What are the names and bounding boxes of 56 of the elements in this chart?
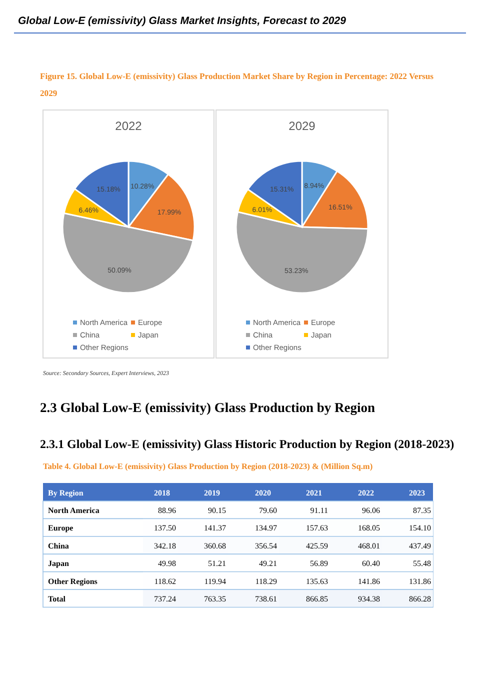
x-tick-label: 2019 <box>204 488 220 498</box>
x-tick-label: 2023 <box>409 488 425 498</box>
data-label: 135.63 <box>306 576 328 586</box>
y-tick-label: Other Regions <box>48 576 98 586</box>
y-tick-label: Japan <box>48 559 70 568</box>
data-label: 91.11 <box>310 506 328 515</box>
x-tick-label: 2022 <box>358 488 374 498</box>
data-label: 87.35 <box>413 506 431 515</box>
text: Global Low-E (emissivity) Glass Market Insights, Forecast to 2029 <box>18 15 346 27</box>
data-label: 141.86 <box>358 576 380 586</box>
x-tick-label: 2021 <box>306 488 322 498</box>
y-axis-title: By Region <box>48 488 84 498</box>
data-label: 55.48 <box>413 559 431 568</box>
chart-title: Table 4. Global Low-E (emissivity) Glass Production by Region (2018-2023) & (Million Sq.m) <box>43 462 373 471</box>
data-label: 425.59 <box>306 541 328 550</box>
data-label: 79.60 <box>259 506 277 515</box>
data-label: 96.06 <box>362 506 380 515</box>
caption: Figure 15. Global Low-E (emissivity) Glass Production Market Share by Region in Percentage: 2022 Versus 2029 <box>40 71 434 98</box>
chart-title: 2022 <box>115 119 142 133</box>
y-tick-label: Europe <box>48 524 74 533</box>
data-label: 356.54 <box>255 541 277 550</box>
data-label: 90.15 <box>208 506 226 515</box>
data-label: 360.68 <box>204 541 226 550</box>
data-label: 468.01 <box>358 541 380 550</box>
data-label: 168.05 <box>358 524 380 533</box>
data-label: 141.37 <box>204 524 226 533</box>
text: 2.3 Global Low-E (emissivity) Glass Production by Region <box>40 400 376 415</box>
data-label: 157.63 <box>306 524 328 533</box>
data-label: 866.85 <box>306 594 328 604</box>
data-label: 137.50 <box>154 524 176 533</box>
data-label: 51.21 <box>208 559 226 568</box>
chart-title: 2029 <box>288 119 316 133</box>
data-label: 118.29 <box>255 576 277 586</box>
data-label: 763.35 <box>204 594 226 604</box>
data-label: 56.89 <box>310 559 328 568</box>
data-label: 119.94 <box>204 576 226 586</box>
data-label: 88.96 <box>158 506 176 515</box>
y-tick-label: North America <box>48 506 100 515</box>
data-label: 342.18 <box>154 541 176 550</box>
data-label: 934.38 <box>358 594 380 604</box>
data-label: 738.61 <box>255 594 277 604</box>
data-label: 49.98 <box>158 559 176 568</box>
data-label: 118.62 <box>154 576 176 586</box>
data-label: 737.24 <box>154 594 176 604</box>
data-label: 134.97 <box>255 524 277 533</box>
y-tick-label: Total <box>48 594 66 604</box>
text: 2.3.1 Global Low-E (emissivity) Glass Historic Production by Region (2018-2023) <box>40 437 454 451</box>
x-tick-label: 2020 <box>255 488 271 498</box>
data-label: 866.28 <box>409 594 431 604</box>
data-label: 49.21 <box>259 559 277 568</box>
data-label: 131.86 <box>409 576 431 586</box>
x-tick-label: 2018 <box>154 488 170 498</box>
y-tick-label: China <box>48 541 69 550</box>
data-label: 60.40 <box>362 559 380 568</box>
data-label: 154.10 <box>409 524 431 533</box>
data-label: 437.49 <box>409 541 431 550</box>
